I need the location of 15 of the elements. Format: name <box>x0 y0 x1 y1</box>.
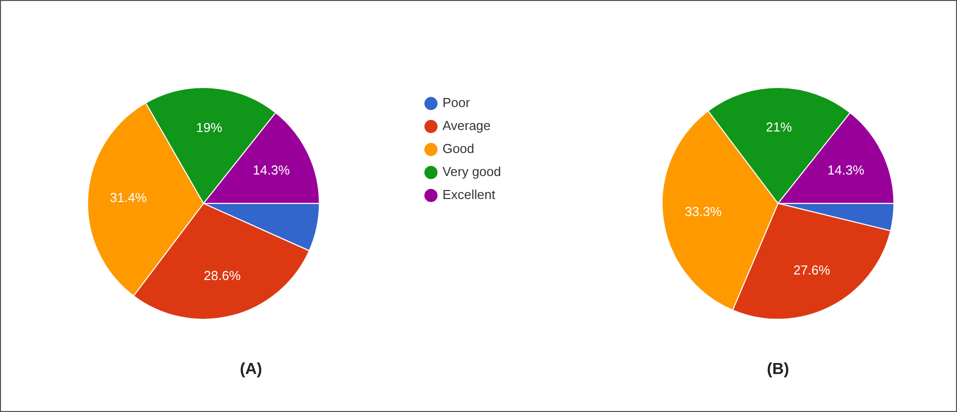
data-label: 21% <box>766 120 792 135</box>
data-label: 31.4% <box>110 190 148 206</box>
data-label: 14.3% <box>252 162 290 178</box>
legend-label: Poor <box>442 95 471 110</box>
legend-label: Excellent <box>442 187 496 202</box>
data-label: 14.3% <box>827 162 865 178</box>
legend-label: Average <box>442 118 491 134</box>
legend-label: Very good <box>442 164 501 180</box>
data-label: 33.3% <box>684 204 722 220</box>
data-label: 28.6% <box>204 268 242 283</box>
text: (A) <box>240 360 262 378</box>
data-label: 19% <box>196 120 223 135</box>
legend-label: Good <box>442 141 474 156</box>
text: (B) <box>766 360 790 378</box>
data-label: 27.6% <box>793 262 831 278</box>
